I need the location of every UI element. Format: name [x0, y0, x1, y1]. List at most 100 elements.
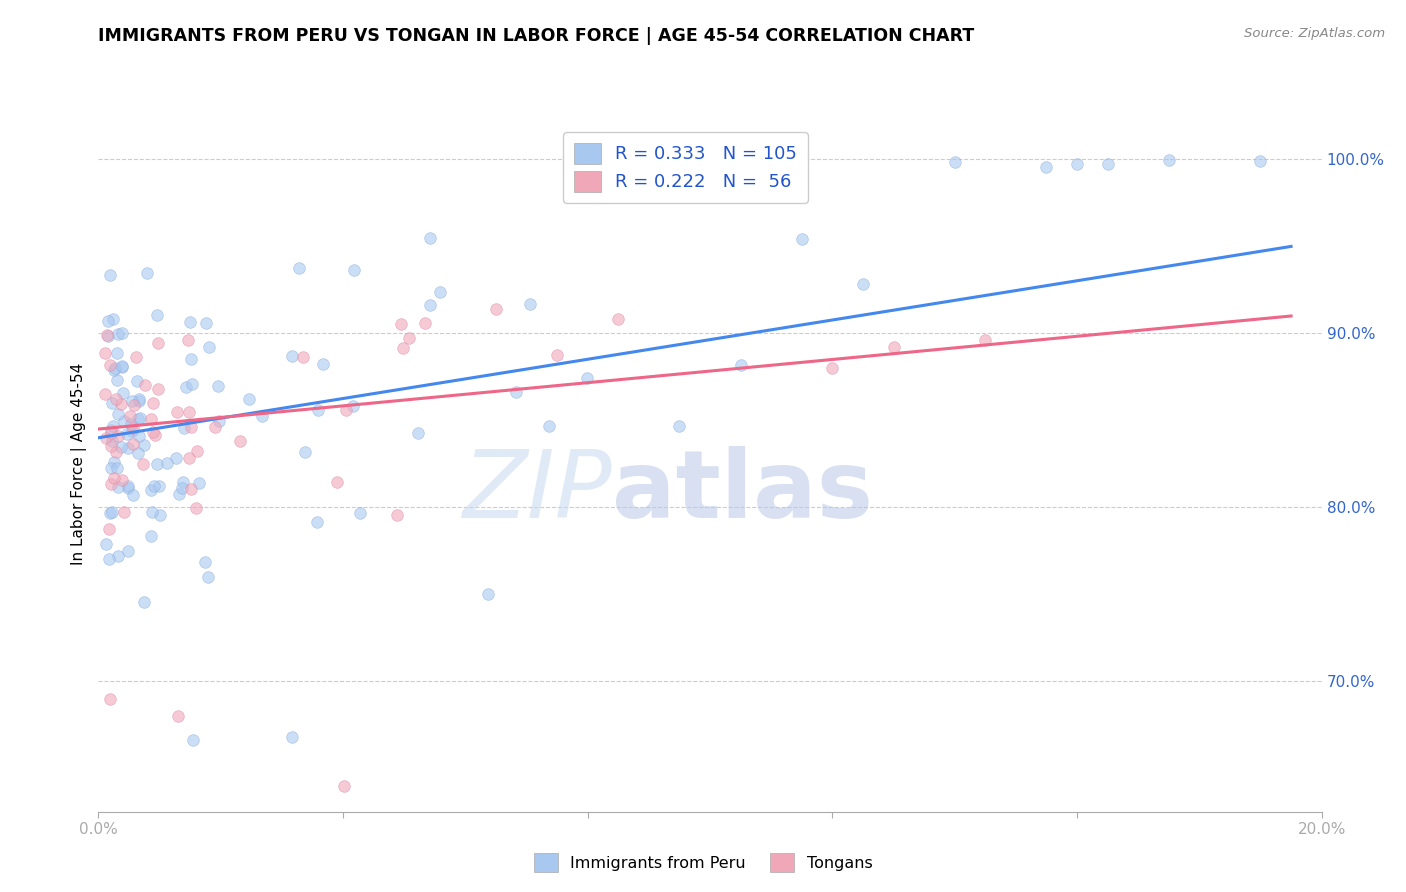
Point [146, 458, 169, 472]
Point [100, 460, 122, 475]
Point [307, 403, 329, 417]
Point [198, 340, 221, 354]
Point [128, 392, 150, 407]
Point [519, 297, 541, 311]
Point [128, 428, 150, 442]
Legend: R = 0.333   N = 105, R = 0.222   N =  56: R = 0.333 N = 105, R = 0.222 N = 56 [562, 132, 808, 202]
Point [180, 376, 202, 391]
Point [177, 333, 200, 347]
Point [668, 419, 690, 434]
Point [142, 478, 165, 492]
Point [167, 486, 190, 500]
Point [98, 506, 121, 520]
Point [1035, 160, 1057, 174]
Point [111, 359, 134, 373]
Point [100, 423, 122, 437]
Point [127, 445, 149, 459]
Point [94, 537, 117, 551]
Point [93, 345, 115, 359]
Point [111, 386, 134, 401]
Point [149, 508, 172, 523]
Point [181, 733, 204, 747]
Point [101, 505, 124, 519]
Point [546, 348, 568, 362]
Point [105, 345, 128, 359]
Point [122, 487, 145, 501]
Point [98, 522, 121, 536]
Point [103, 363, 125, 377]
Point [112, 505, 135, 519]
Point [575, 371, 598, 385]
Point [505, 385, 527, 400]
Point [343, 263, 366, 277]
Point [143, 428, 166, 442]
Point [238, 392, 260, 407]
Point [141, 505, 163, 519]
Point [132, 458, 155, 472]
Point [607, 311, 630, 326]
Point [121, 424, 143, 438]
Point [103, 471, 125, 485]
Point [1097, 157, 1119, 171]
Point [141, 529, 163, 543]
Point [97, 551, 120, 566]
Point [852, 277, 875, 291]
Y-axis label: In Labor Force | Age 45-54: In Labor Force | Age 45-54 [72, 363, 87, 565]
Point [128, 393, 150, 408]
Point [332, 779, 354, 793]
Point [97, 329, 120, 343]
Point [117, 426, 139, 441]
Point [111, 473, 134, 487]
Point [103, 455, 125, 469]
Point [180, 351, 202, 366]
Point [117, 481, 139, 495]
Point [107, 428, 129, 442]
Point [110, 441, 132, 455]
Point [100, 396, 122, 410]
Point [94, 430, 117, 444]
Text: Source: ZipAtlas.com: Source: ZipAtlas.com [1244, 27, 1385, 40]
Point [107, 480, 129, 494]
Point [207, 378, 229, 392]
Point [103, 418, 125, 433]
Point [281, 730, 304, 744]
Point [105, 445, 128, 459]
Point [101, 434, 124, 448]
Point [730, 359, 752, 373]
Point [121, 393, 143, 408]
Point [1066, 157, 1088, 171]
Point [122, 436, 145, 450]
Point [142, 425, 165, 439]
Point [385, 508, 408, 522]
Point [312, 357, 335, 371]
Point [179, 315, 201, 329]
Point [125, 374, 148, 388]
Point [204, 420, 226, 434]
Point [398, 331, 420, 345]
Point [1157, 153, 1180, 168]
Point [335, 402, 357, 417]
Point [167, 709, 190, 723]
Point [790, 232, 813, 246]
Point [392, 341, 415, 355]
Point [342, 399, 364, 413]
Text: atlas: atlas [612, 446, 873, 538]
Point [186, 443, 208, 458]
Point [974, 333, 997, 347]
Point [821, 361, 844, 376]
Point [124, 398, 146, 412]
Point [413, 316, 436, 330]
Point [105, 392, 128, 406]
Point [294, 445, 316, 459]
Point [173, 421, 195, 435]
Point [121, 421, 143, 435]
Point [117, 441, 139, 455]
Point [107, 407, 129, 421]
Text: ZIP: ZIP [463, 446, 612, 537]
Point [307, 516, 329, 530]
Point [148, 382, 170, 396]
Point [537, 418, 560, 433]
Point [208, 414, 231, 428]
Point [134, 438, 156, 452]
Point [117, 543, 139, 558]
